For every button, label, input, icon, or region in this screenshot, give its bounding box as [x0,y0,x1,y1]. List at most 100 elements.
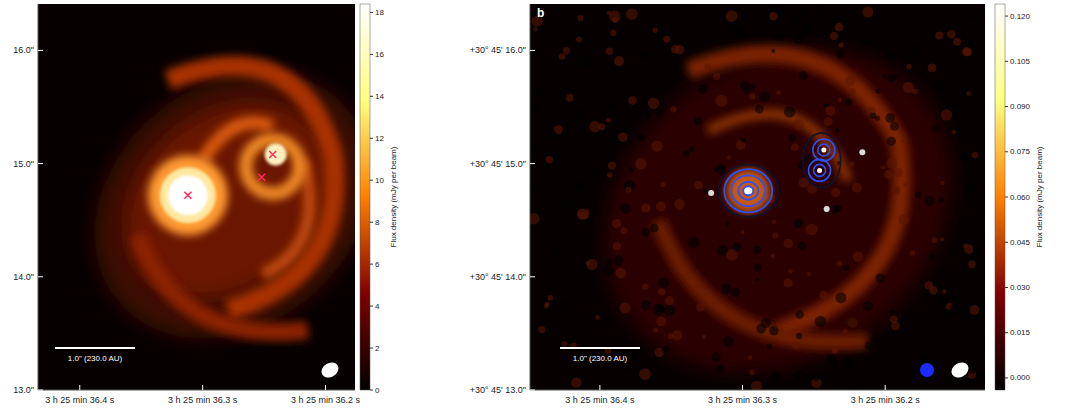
noise-speckle [715,95,727,107]
compact-source [265,144,287,166]
noise-speckle [605,258,613,266]
x-tick [325,385,326,390]
noise-speckle [658,278,669,289]
panel-label: b [537,6,544,20]
noise-speckle [962,47,971,56]
noise-speckle [901,139,905,143]
noise-speckle [847,318,857,328]
noise-speckle [837,98,842,103]
noise-speckle [642,283,648,289]
y-tick-label: +30° 45' 16.0" [470,45,526,55]
noise-speckle [665,296,674,305]
noise-speckle [601,4,611,12]
noise-speckle [933,81,945,93]
noise-speckle [573,108,584,119]
noise-speckle [835,23,844,32]
envelope [87,62,355,338]
noise-speckle [720,167,725,172]
compact-source [148,155,228,235]
contour [718,165,778,217]
colorbar-tick [370,264,373,265]
noise-speckle [903,82,914,93]
noise-speckle [792,342,799,349]
contour [803,133,841,187]
noise-speckle [576,36,582,42]
contour [818,144,830,156]
noise-speckle [576,181,586,191]
noise-speckle [608,161,616,169]
colorbar-tick [370,348,373,349]
noise-speckle [824,117,833,126]
colorbar-tick [1005,332,1008,333]
colorbar-tick-label: 16 [375,50,384,59]
noise-speckle [884,170,893,179]
y-tick-label: 15.0" [13,159,34,169]
noise-speckle [940,181,944,185]
noise-speckle [753,263,761,271]
noise-speckle [657,109,664,116]
noise-speckle [621,365,630,374]
colorbar-tick-label: 0.090 [1010,102,1031,111]
contour [724,169,772,212]
noise-speckle [776,90,781,95]
noise-speckle [530,146,536,153]
noise-speckle [592,210,599,217]
noise-speckle [595,315,600,320]
noise-speckle [628,96,637,105]
noise-speckle [626,8,638,20]
noise-speckle [836,261,841,266]
colorbar-tick [370,138,373,139]
x-tick-label: 3 h 25 min 36.3 s [708,395,778,405]
noise-speckle [608,102,616,110]
noise-speckle [796,333,802,339]
x-tick [599,385,600,390]
noise-speckle [920,354,929,363]
noise-speckle [932,237,938,243]
noise-speckle [658,288,666,296]
noise-speckle [656,317,666,327]
noise-speckle [610,30,616,36]
noise-speckle [561,341,567,347]
y-tick-label: 14.0" [13,272,34,282]
noise-speckle [713,73,720,80]
noise-speckle [538,86,546,94]
noise-speckle [755,278,759,282]
noise-speckle [566,145,571,150]
noise-speckle [806,224,818,236]
noise-speckle [537,45,542,50]
noise-speckle [863,301,873,311]
noise-speckle [784,106,796,118]
x-tick-label: 3 h 25 min 36.2 s [291,395,361,405]
noise-speckle [845,75,856,86]
noise-speckle [791,144,799,152]
noise-speckle [656,201,666,211]
scale-bar [55,347,135,349]
noise-speckle [694,181,703,190]
envelope [41,17,355,390]
noise-speckle [612,219,621,228]
noise-speckle [627,350,637,360]
colorbar-tick-label: 14 [375,92,384,101]
noise-speckle [769,12,778,21]
y-tick-label: 13.0" [13,385,34,395]
noise-speckle [560,301,568,309]
noise-speckle [753,245,762,254]
colorbar-tick-label: 0.045 [1010,238,1031,247]
noise-speckle [955,83,964,92]
noise-speckle [553,249,562,258]
noise-speckle [907,43,918,54]
noise-speckle [751,381,762,390]
noise-speckle [648,98,659,109]
y-tick [530,163,535,164]
noise-speckle [614,56,624,66]
colorbar [995,4,1005,390]
plot-area [38,4,355,390]
colorbar-title: Flux density (mJy per beam) [1035,146,1044,247]
noise-speckle [727,155,731,159]
spiral-arm [168,66,335,310]
noise-speckle [653,328,658,333]
plot-area [530,4,985,390]
noise-speckle [862,6,873,17]
noise-speckle [928,64,937,73]
noise-speckle [799,71,808,80]
